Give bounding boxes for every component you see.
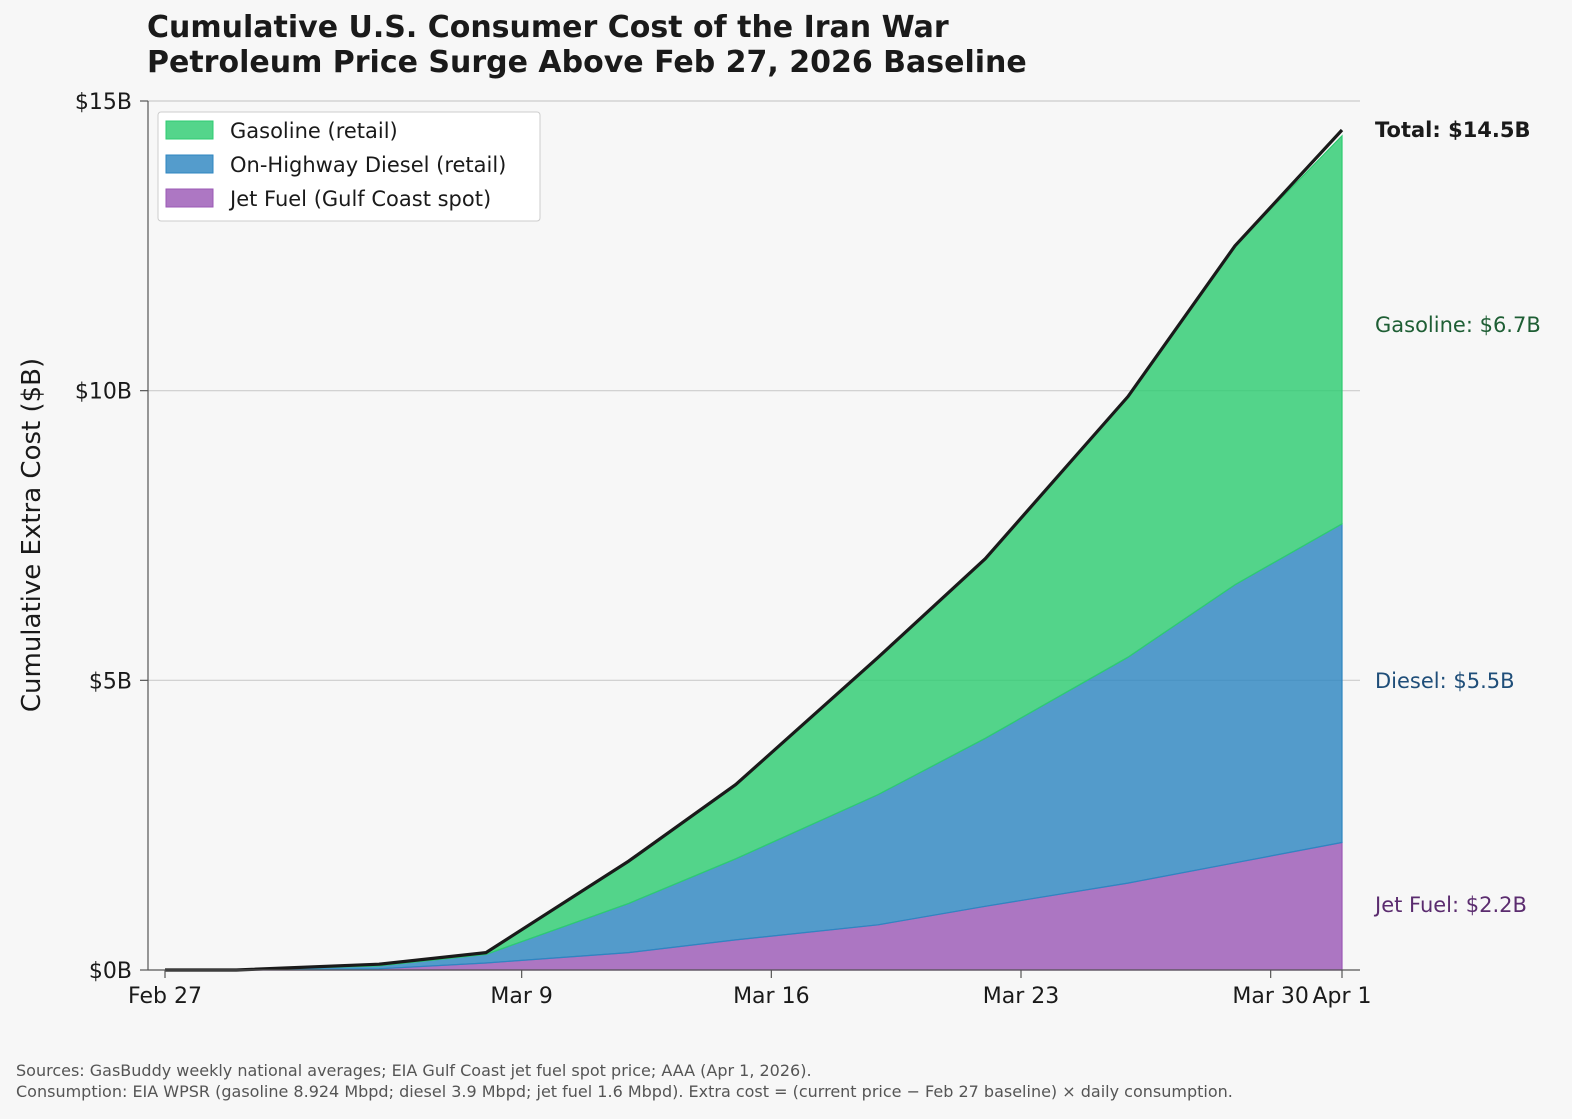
footer-sources: Sources: GasBuddy weekly national averag… xyxy=(16,1061,812,1080)
legend-frame xyxy=(157,111,541,222)
legend: Gasoline (retail) On-Highway Diesel (reta… xyxy=(157,111,541,222)
stacked-areas xyxy=(165,134,1343,971)
y-tick-label: $5B xyxy=(89,669,132,694)
x-tick-label: Mar 16 xyxy=(733,984,810,1009)
end-label: Gasoline: $6.7B xyxy=(1375,313,1541,337)
x-tick-label: Mar 9 xyxy=(490,984,553,1009)
legend-label: Jet Fuel (Gulf Coast spot) xyxy=(228,187,491,211)
end-labels: Total: $14.5B Gasoline: $6.7B Diesel: $5.5… xyxy=(1373,118,1541,917)
chart-title: Cumulative U.S. Consumer Cost of the Ira… xyxy=(147,10,949,45)
y-axis-label: Cumulative Extra Cost ($B) xyxy=(17,358,47,712)
legend-swatch xyxy=(165,120,214,140)
x-tick-label: Mar 23 xyxy=(983,984,1060,1009)
end-label: Diesel: $5.5B xyxy=(1375,669,1515,693)
x-tick-label: Mar 30 xyxy=(1232,984,1309,1009)
y-tick-label: $10B xyxy=(75,380,132,405)
x-tick-label: Apr 1 xyxy=(1312,984,1371,1009)
legend-label: On-Highway Diesel (retail) xyxy=(230,153,506,177)
y-tick-label: $0B xyxy=(89,959,132,984)
total-line-layer xyxy=(165,128,1344,972)
legend-swatch xyxy=(165,154,214,174)
legend-swatch xyxy=(165,188,214,208)
legend-label: Gasoline (retail) xyxy=(230,119,398,143)
footer-consumption: Consumption: EIA WPSR (gasoline 8.924 Mb… xyxy=(16,1082,1233,1101)
chart-subtitle: Petroleum Price Surge Above Feb 27, 2026… xyxy=(147,45,1027,80)
y-tick-label: $15B xyxy=(75,90,132,115)
end-label: Jet Fuel: $2.2B xyxy=(1373,893,1527,917)
total-line xyxy=(165,128,1344,972)
end-label: Total: $14.5B xyxy=(1375,118,1531,142)
x-tick-label: Feb 27 xyxy=(128,984,202,1009)
axes: $0B $5B $10B $15B Feb 27 Mar 9 Mar 16 Mar 23 Mar… xyxy=(75,90,1372,1009)
